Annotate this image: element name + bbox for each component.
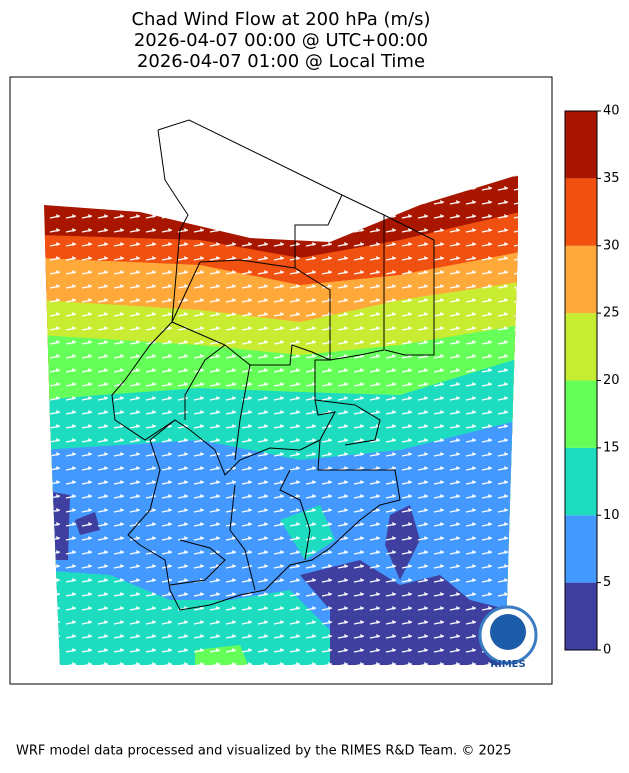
colorbar-tick-label: 30 <box>603 238 620 253</box>
colorbar-segment <box>565 178 597 246</box>
wind-arrows <box>44 175 518 665</box>
title-line: 2026-04-07 00:00 @ UTC+00:00 <box>134 30 428 51</box>
colorbar-segment <box>565 313 597 381</box>
colorbar-segment <box>565 582 597 650</box>
colorbar-tick-label: 35 <box>603 171 620 186</box>
title-line: 2026-04-07 01:00 @ Local Time <box>137 51 425 72</box>
borders <box>111 119 435 611</box>
footer: WRF model data processed and visualized … <box>16 744 512 759</box>
colorbar-tick-label: 15 <box>603 440 620 455</box>
colorbar-tick-label: 10 <box>603 508 620 523</box>
colorbar-segment <box>565 380 597 448</box>
colorbar-tick-label: 20 <box>603 373 620 388</box>
colorbar-tick-label: 0 <box>603 643 611 658</box>
colorbar-segment <box>565 111 597 179</box>
colorbar: 0 5 10 15 20 25 30 35 40 <box>564 104 620 658</box>
colorbar-segment <box>565 245 597 314</box>
colorbar-segment <box>565 515 597 583</box>
colorbar-segment <box>565 447 597 516</box>
logo: RIMES <box>478 605 538 670</box>
colorbar-tick-label: 5 <box>603 575 611 590</box>
title-line: Chad Wind Flow at 200 hPa (m/s) <box>131 9 430 30</box>
colorbar-tick-label: 25 <box>603 306 620 321</box>
logo-text: RIMES <box>490 659 525 670</box>
colorbar-tick-label: 40 <box>603 104 620 119</box>
logo-globe <box>490 614 526 650</box>
wind-field <box>44 175 518 665</box>
